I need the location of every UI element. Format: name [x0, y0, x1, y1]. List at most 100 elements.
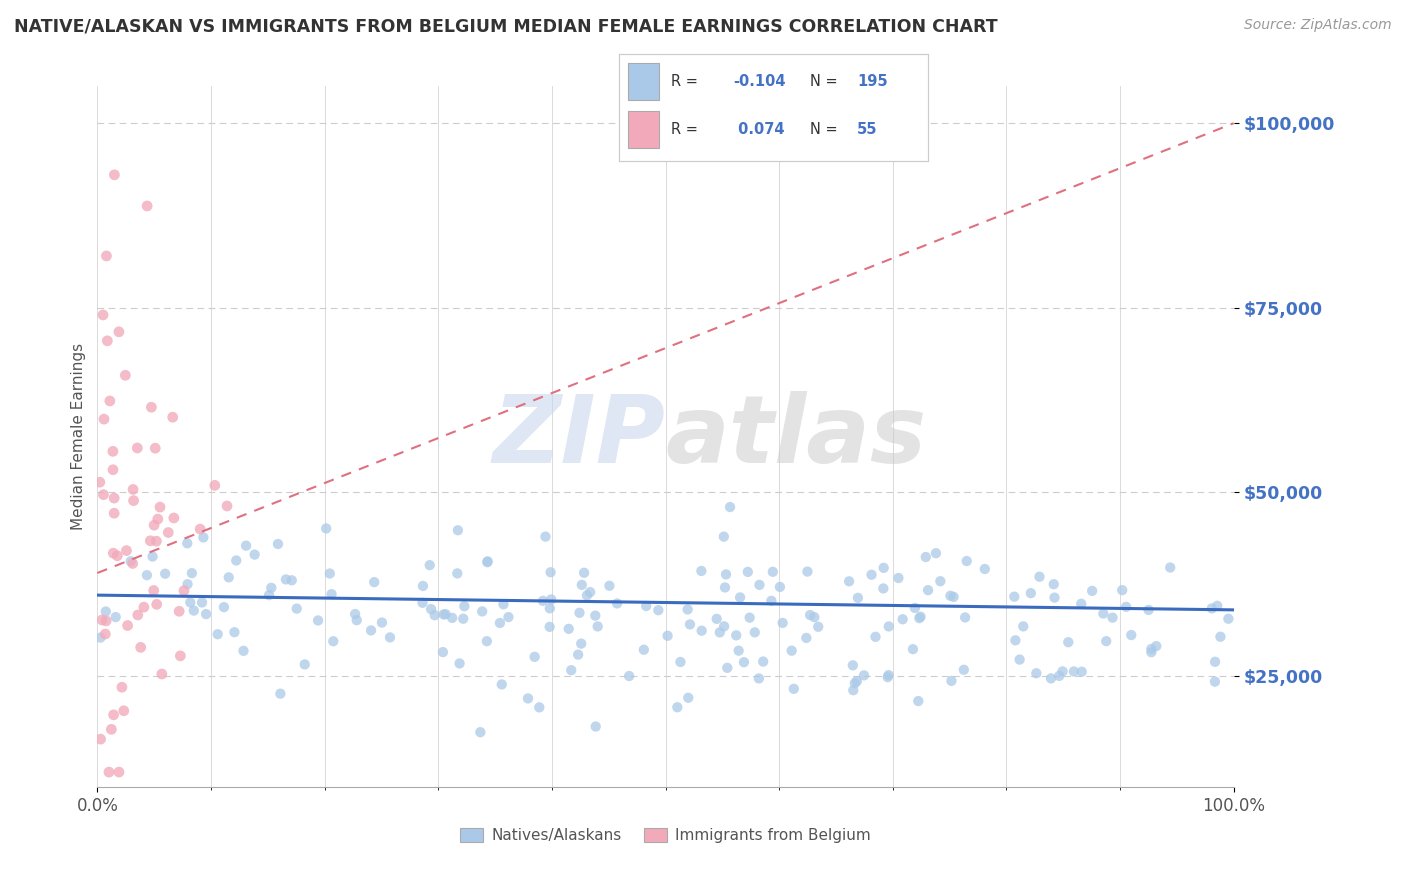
Point: [224, 625, 246, 640]
Point: [96, 334, 118, 348]
Point: [728, 591, 751, 605]
Point: [676, 602, 699, 616]
Point: [796, 565, 818, 579]
Point: [748, 672, 770, 686]
Point: [1025, 666, 1047, 681]
Point: [744, 625, 766, 640]
Point: [433, 607, 456, 622]
Point: [842, 658, 865, 673]
Point: [371, 615, 394, 630]
Point: [94, 605, 117, 619]
Point: [1070, 597, 1092, 611]
Point: [917, 583, 939, 598]
FancyBboxPatch shape: [628, 112, 659, 148]
Point: [575, 588, 598, 602]
Text: Source: ZipAtlas.com: Source: ZipAtlas.com: [1244, 18, 1392, 32]
Point: [838, 574, 860, 589]
Point: [315, 521, 337, 535]
Point: [872, 582, 894, 596]
Point: [529, 700, 551, 714]
Point: [538, 620, 561, 634]
Point: [491, 677, 513, 691]
Point: [679, 617, 702, 632]
Point: [191, 595, 214, 609]
Point: [212, 600, 235, 615]
Text: -0.104: -0.104: [733, 74, 786, 89]
Text: NATIVE/ALASKAN VS IMMIGRANTS FROM BELGIUM MEDIAN FEMALE EARNINGS CORRELATION CHA: NATIVE/ALASKAN VS IMMIGRANTS FROM BELGIU…: [14, 18, 998, 36]
Point: [434, 607, 457, 622]
FancyBboxPatch shape: [628, 63, 659, 100]
Point: [111, 680, 134, 694]
Point: [796, 631, 818, 645]
Y-axis label: Median Female Earnings: Median Female Earnings: [72, 343, 86, 530]
Point: [534, 530, 557, 544]
Point: [876, 670, 898, 684]
Point: [1137, 603, 1160, 617]
Point: [135, 568, 157, 582]
Point: [142, 583, 165, 598]
Point: [475, 634, 498, 648]
Point: [690, 624, 713, 638]
Point: [163, 511, 186, 525]
Text: N =: N =: [810, 74, 842, 89]
Point: [1201, 601, 1223, 615]
Legend: Natives/Alaskans, Immigrants from Belgium: Natives/Alaskans, Immigrants from Belgiu…: [454, 822, 876, 849]
Point: [98, 765, 121, 780]
Point: [294, 657, 316, 672]
Point: [666, 700, 689, 714]
Point: [89, 475, 111, 490]
Point: [567, 648, 589, 662]
Text: N =: N =: [810, 122, 842, 137]
Point: [142, 549, 165, 564]
Point: [929, 574, 952, 589]
Point: [925, 546, 948, 560]
Point: [93, 412, 115, 426]
Point: [188, 522, 211, 536]
Point: [846, 591, 869, 605]
Point: [714, 567, 737, 582]
Text: 55: 55: [856, 122, 877, 137]
Point: [1204, 655, 1226, 669]
Point: [121, 557, 143, 571]
Point: [1092, 607, 1115, 621]
Point: [583, 608, 606, 623]
Point: [103, 506, 125, 520]
Point: [953, 663, 976, 677]
Point: [145, 598, 167, 612]
Point: [1043, 591, 1066, 605]
Text: R =: R =: [671, 74, 703, 89]
Point: [538, 601, 561, 615]
Point: [1209, 630, 1232, 644]
Point: [207, 627, 229, 641]
Point: [738, 610, 761, 624]
Point: [783, 681, 806, 696]
Point: [761, 594, 783, 608]
Point: [477, 555, 499, 569]
Point: [908, 611, 931, 625]
Point: [432, 645, 454, 659]
Point: [420, 602, 443, 616]
Point: [232, 644, 254, 658]
Point: [1063, 665, 1085, 679]
Point: [714, 581, 737, 595]
Point: [446, 566, 468, 581]
Point: [713, 530, 735, 544]
Point: [748, 578, 770, 592]
Point: [647, 603, 669, 617]
Point: [204, 478, 226, 492]
Point: [845, 674, 868, 689]
Point: [1042, 577, 1064, 591]
Point: [243, 548, 266, 562]
Point: [150, 667, 173, 681]
Point: [1081, 583, 1104, 598]
Point: [103, 707, 125, 722]
Point: [93, 488, 115, 502]
Point: [492, 597, 515, 611]
Point: [517, 691, 540, 706]
Point: [523, 649, 546, 664]
Point: [96, 249, 118, 263]
Point: [718, 500, 741, 514]
Point: [423, 608, 446, 623]
Point: [579, 585, 602, 599]
Point: [572, 566, 595, 580]
